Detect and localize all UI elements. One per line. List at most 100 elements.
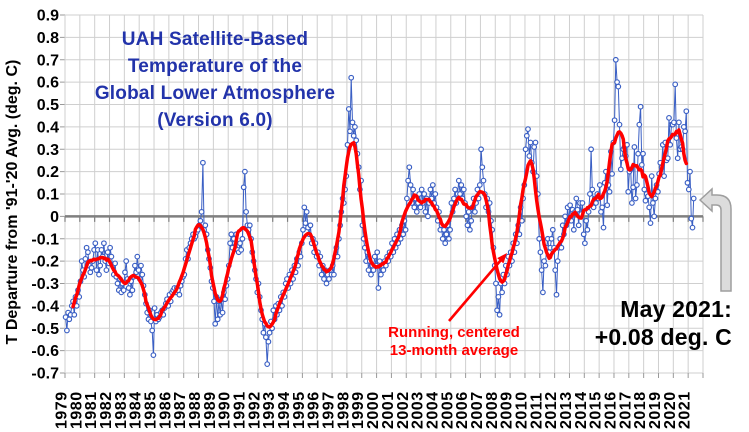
- data-point-marker: [599, 204, 606, 211]
- data-point-marker: [570, 226, 577, 233]
- data-point-marker: [582, 240, 588, 247]
- data-point-marker: [476, 182, 483, 188]
- data-point-marker: [200, 159, 206, 166]
- x-tick-label: 2014: [573, 391, 590, 429]
- x-tick-label: 1986: [157, 391, 174, 429]
- data-point-marker: [676, 119, 682, 126]
- data-point-marker: [83, 244, 90, 251]
- data-point-marker: [523, 132, 530, 139]
- data-point-marker: [567, 202, 573, 209]
- y-tick-label: 0.2: [37, 164, 59, 181]
- data-point-marker: [405, 177, 411, 184]
- data-point-marker: [263, 334, 269, 341]
- data-point-marker: [331, 271, 337, 278]
- data-point-marker: [242, 168, 248, 175]
- data-point-marker: [472, 209, 478, 215]
- data-point-marker: [689, 224, 696, 231]
- y-axis-title: T Departure from '91-'20 Avg. (deg. C): [4, 59, 21, 345]
- data-point-marker: [214, 316, 221, 323]
- data-point-marker: [674, 155, 681, 162]
- x-tick-label: 2008: [484, 391, 501, 429]
- data-point-marker: [672, 81, 679, 88]
- data-point-marker: [348, 74, 355, 81]
- data-point-marker: [614, 79, 620, 85]
- data-point-marker: [326, 276, 332, 282]
- data-point-marker: [536, 235, 543, 242]
- data-point-marker: [468, 217, 475, 224]
- data-point-marker: [265, 338, 272, 345]
- data-point-marker: [442, 240, 449, 247]
- data-point-marker: [480, 177, 487, 184]
- data-point-marker: [66, 316, 73, 323]
- x-tick-label: 1984: [128, 391, 145, 429]
- data-point-marker: [347, 128, 353, 135]
- y-tick-label: -0.2: [31, 254, 59, 271]
- latest-value-callout-arrow: [698, 187, 732, 292]
- chart-title-line-2: Temperature of the: [127, 56, 303, 77]
- data-point-marker: [522, 146, 529, 153]
- data-point-marker: [97, 262, 104, 269]
- data-point-marker: [303, 209, 310, 215]
- data-point-marker: [580, 231, 587, 238]
- data-point-marker: [114, 280, 121, 287]
- data-point-marker: [112, 260, 118, 267]
- data-point-marker: [122, 269, 128, 276]
- data-point-marker: [600, 224, 607, 231]
- data-point-marker: [219, 309, 226, 316]
- data-point-marker: [138, 262, 144, 269]
- chart-title-line-4: (Version 6.0): [157, 110, 273, 131]
- data-point-marker: [464, 222, 471, 229]
- data-point-marker: [104, 249, 111, 256]
- x-tick-label: 2019: [647, 391, 664, 429]
- x-tick-label: 2021: [677, 391, 694, 429]
- data-point-marker: [237, 240, 243, 247]
- data-point-marker: [264, 361, 271, 367]
- data-point-marker: [64, 327, 70, 334]
- data-point-marker: [575, 222, 582, 229]
- data-point-marker: [307, 222, 314, 229]
- data-point-marker: [460, 186, 467, 193]
- x-tick-label: 2010: [514, 391, 531, 429]
- y-tick-label: -0.4: [31, 298, 59, 315]
- data-point-marker: [228, 231, 235, 238]
- data-point-marker: [684, 179, 691, 186]
- y-tick-label: 0.7: [37, 52, 59, 69]
- data-point-marker: [458, 182, 465, 188]
- data-point-marker: [120, 287, 127, 294]
- data-point-marker: [526, 153, 533, 159]
- data-point-marker: [558, 244, 565, 251]
- x-tick-label: 2016: [603, 391, 620, 429]
- latest-value-month: May 2021:: [620, 296, 732, 322]
- data-point-marker: [211, 298, 217, 305]
- data-point-marker: [365, 267, 372, 273]
- x-tick-label: 2002: [395, 391, 412, 429]
- y-tick-label: -0.7: [31, 366, 59, 383]
- data-point-marker: [478, 146, 484, 153]
- y-tick-label: 0.9: [37, 8, 59, 25]
- x-tick-label: 1998: [335, 391, 352, 429]
- y-tick-label: 0.5: [37, 97, 59, 114]
- data-point-marker: [666, 115, 672, 121]
- data-point-marker: [579, 200, 586, 206]
- data-point-marker: [589, 186, 596, 193]
- data-point-marker: [495, 294, 502, 300]
- data-point-marker: [107, 244, 113, 251]
- data-point-marker: [647, 220, 654, 226]
- data-point-marker: [240, 184, 247, 191]
- data-point-marker: [101, 240, 107, 247]
- data-point-marker: [246, 222, 253, 229]
- data-point-marker: [87, 269, 94, 276]
- x-tick-label: 1991: [232, 391, 249, 429]
- data-point-marker: [540, 289, 546, 296]
- data-point-marker: [638, 162, 645, 168]
- x-tick-label: 2020: [662, 391, 679, 429]
- data-point-marker: [651, 213, 658, 220]
- data-point-marker: [617, 166, 624, 173]
- data-point-marker: [463, 213, 470, 220]
- data-point-marker: [496, 311, 503, 318]
- data-point-marker: [631, 144, 638, 150]
- data-point-marker: [378, 271, 384, 278]
- data-point-marker: [96, 271, 102, 278]
- data-point-marker: [301, 204, 308, 211]
- data-point-marker: [574, 206, 581, 213]
